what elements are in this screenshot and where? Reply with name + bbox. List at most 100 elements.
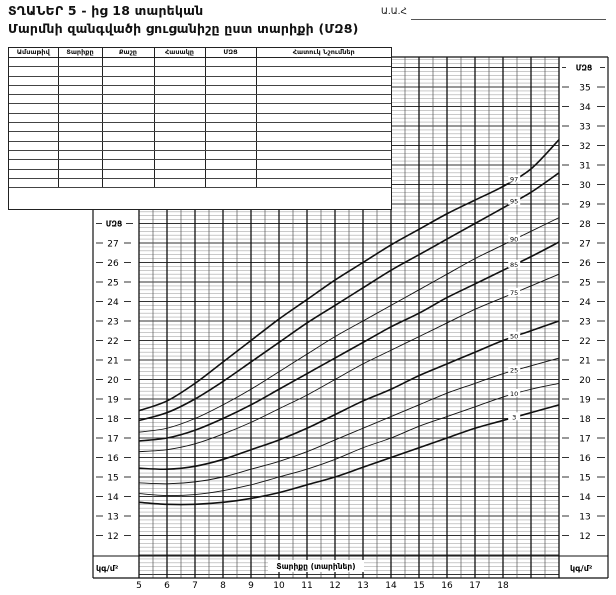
table-cell[interactable] [102, 178, 155, 189]
table-cell[interactable] [102, 141, 155, 151]
table-cell[interactable] [58, 85, 103, 96]
percentile-label-90: 90 [510, 235, 518, 243]
table-cell[interactable] [154, 178, 206, 189]
table-cell[interactable] [58, 66, 103, 77]
table-cell[interactable] [9, 150, 59, 161]
table-row [9, 103, 391, 114]
table-cell[interactable] [256, 57, 391, 68]
table-cell[interactable] [58, 141, 103, 151]
table-cell[interactable] [9, 76, 59, 86]
table-cell[interactable] [154, 141, 206, 151]
table-cell[interactable] [9, 103, 59, 114]
table-cell[interactable] [205, 57, 257, 68]
percentile-label-bg [508, 331, 521, 340]
table-cell[interactable] [154, 169, 206, 179]
y-tick-bg [104, 355, 123, 365]
table-cell[interactable] [154, 150, 206, 161]
percentile-label-bg [508, 234, 521, 243]
x-tick-label: 13 [357, 581, 368, 591]
y-unit-label-left: կգ/մ² [96, 564, 119, 573]
table-cell[interactable] [256, 113, 391, 124]
table-cell[interactable] [154, 57, 206, 68]
table-cell[interactable] [205, 113, 257, 124]
table-cell[interactable] [102, 94, 155, 105]
table-cell[interactable] [9, 57, 59, 68]
table-cell[interactable] [205, 103, 257, 114]
table-cell[interactable] [9, 94, 59, 105]
table-cell[interactable] [58, 94, 103, 105]
table-cell[interactable] [256, 169, 391, 179]
table-cell[interactable] [154, 85, 206, 96]
table-cell[interactable] [256, 103, 391, 114]
table-cell[interactable] [58, 103, 103, 114]
table-cell[interactable] [205, 159, 257, 170]
table-cell[interactable] [205, 178, 257, 189]
table-cell[interactable] [256, 131, 391, 142]
table-cell[interactable] [102, 169, 155, 179]
table-cell[interactable] [9, 131, 59, 142]
y-tick-label-right: 26 [579, 259, 591, 269]
y-tick-bg [104, 491, 123, 502]
table-cell[interactable] [205, 85, 257, 96]
table-cell[interactable] [58, 159, 103, 170]
table-cell[interactable] [205, 150, 257, 161]
table-cell[interactable] [9, 122, 59, 133]
table-cell[interactable] [205, 169, 257, 179]
table-cell[interactable] [205, 122, 257, 133]
y-tick-bg [104, 335, 123, 346]
table-cell[interactable] [102, 150, 155, 161]
table-cell[interactable] [154, 76, 206, 86]
table-cell[interactable] [256, 150, 391, 161]
table-cell[interactable] [102, 103, 155, 114]
table-cell[interactable] [154, 122, 206, 133]
table-cell[interactable] [58, 113, 103, 124]
y-tick-label-right: 22 [579, 337, 590, 347]
table-cell[interactable] [58, 131, 103, 142]
table-cell[interactable] [9, 169, 59, 179]
table-cell[interactable] [256, 66, 391, 77]
table-cell[interactable] [102, 159, 155, 170]
table-cell[interactable] [205, 66, 257, 77]
table-cell[interactable] [58, 178, 103, 189]
table-cell[interactable] [256, 159, 391, 170]
table-cell[interactable] [58, 57, 103, 68]
table-cell[interactable] [256, 94, 391, 105]
table-cell[interactable] [256, 122, 391, 133]
table-cell[interactable] [102, 57, 155, 68]
table-cell[interactable] [154, 159, 206, 170]
table-cell[interactable] [58, 122, 103, 133]
table-cell[interactable] [58, 150, 103, 161]
table-cell[interactable] [9, 141, 59, 151]
patient-id-field[interactable] [411, 19, 606, 20]
table-cell[interactable] [154, 66, 206, 77]
table-cell[interactable] [256, 178, 391, 189]
table-cell[interactable] [154, 131, 206, 142]
table-cell[interactable] [102, 122, 155, 133]
table-cell[interactable] [58, 169, 103, 179]
table-cell[interactable] [205, 141, 257, 151]
table-cell[interactable] [58, 76, 103, 86]
table-cell[interactable] [9, 113, 59, 124]
table-cell[interactable] [154, 113, 206, 124]
table-cell[interactable] [205, 131, 257, 142]
table-cell[interactable] [256, 76, 391, 86]
table-cell[interactable] [205, 94, 257, 105]
table-cell[interactable] [102, 131, 155, 142]
table-cell[interactable] [102, 66, 155, 77]
table-cell[interactable] [9, 66, 59, 77]
table-cell[interactable] [154, 103, 206, 114]
table-cell[interactable] [9, 178, 59, 189]
table-cell[interactable] [102, 85, 155, 96]
percentile-curve-95 [138, 172, 560, 422]
table-cell[interactable] [256, 141, 391, 151]
y-tick-bg [104, 511, 123, 521]
table-cell[interactable] [256, 85, 391, 96]
table-cell[interactable] [102, 113, 155, 124]
table-cell[interactable] [9, 159, 59, 170]
table-cell[interactable] [154, 94, 206, 105]
table-cell[interactable] [205, 76, 257, 86]
percentile-label-97: 97 [510, 175, 518, 183]
table-cell[interactable] [9, 85, 59, 96]
x-tick-label: 16 [441, 581, 453, 591]
table-cell[interactable] [102, 76, 155, 86]
